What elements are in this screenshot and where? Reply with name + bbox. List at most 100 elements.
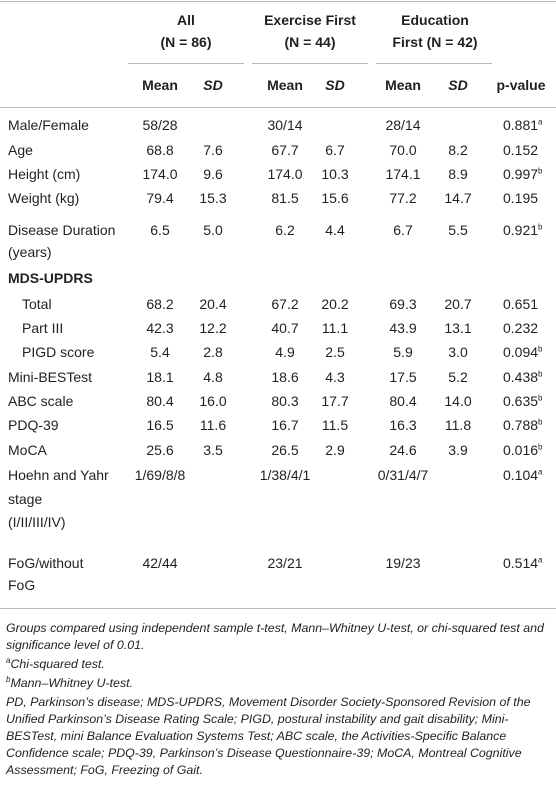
cell: 80.4 (389, 393, 417, 409)
cell: 3.0 (448, 344, 468, 360)
cell: 174.1 (385, 166, 421, 182)
footnote-text: Chi-squared test. (10, 657, 105, 671)
row-label: Male/Female (8, 117, 89, 133)
column-header: SD (203, 77, 223, 93)
cell: 6.7 (325, 142, 345, 158)
cell: 67.7 (271, 142, 299, 158)
row-label: Age (8, 142, 33, 158)
p-value: 0.921b (503, 222, 543, 238)
cell: 5.0 (203, 222, 223, 238)
footnote-text: Groups compared using independent sample… (6, 621, 544, 652)
cell: 11.1 (321, 320, 349, 336)
p-value: 0.094b (503, 344, 543, 360)
cell: 174.0 (267, 166, 303, 182)
cell: 20.4 (199, 296, 227, 312)
cell: 16.5 (146, 417, 174, 433)
cell: 2.8 (203, 344, 223, 360)
column-header: Mean (267, 77, 303, 93)
column-header: SD (448, 77, 468, 93)
cell: 68.8 (146, 142, 174, 158)
footnote-mark: a (538, 555, 543, 565)
cell: 5.2 (448, 369, 468, 385)
cell: 68.2 (146, 296, 174, 312)
cell: 25.6 (146, 442, 174, 458)
cell: 6.2 (275, 222, 295, 238)
rule (0, 608, 556, 609)
cell: 14.0 (444, 393, 472, 409)
cell: 80.3 (271, 393, 299, 409)
footnote-mark: b (538, 369, 543, 379)
cell: 15.3 (199, 190, 227, 206)
cell: 42.3 (146, 320, 174, 336)
cell: 10.3 (321, 166, 349, 182)
row-label: FoG/without (8, 555, 84, 571)
footnote-mark: b (538, 417, 543, 427)
column-header: Mean (385, 77, 421, 93)
cell: 13.1 (444, 320, 472, 336)
cell: 11.5 (321, 417, 349, 433)
cell: 81.5 (271, 190, 299, 206)
footnote-mark: b (538, 222, 543, 232)
cell: 18.6 (271, 369, 299, 385)
footnote: bMann–Whitney U-test. (6, 675, 550, 692)
cell: 2.9 (325, 442, 345, 458)
p-value: 0.881a (503, 117, 543, 133)
footnote: Groups compared using independent sample… (6, 620, 550, 654)
row-label: PIGD score (22, 344, 95, 360)
section-label: MDS-UPDRS (8, 270, 93, 286)
cell: 14.7 (444, 190, 472, 206)
group-header: (N = 44) (284, 34, 336, 50)
group-header: All (177, 12, 195, 28)
cell: 1/69/8/8 (134, 467, 186, 483)
cell: 23/21 (267, 555, 303, 571)
row-label: (years) (8, 244, 52, 260)
row-label: Disease Duration (8, 222, 116, 238)
cell: 9.6 (203, 166, 223, 182)
footnote-mark: a (538, 467, 543, 477)
footnote-text: Mann–Whitney U-test. (10, 676, 134, 690)
cell: 5.9 (393, 344, 413, 360)
footnote-mark: b (538, 166, 543, 176)
p-value: 0.104a (503, 467, 543, 483)
cell: 12.2 (199, 320, 227, 336)
cell: 77.2 (389, 190, 417, 206)
p-value: 0.651 (503, 296, 539, 312)
cell: 26.5 (271, 442, 299, 458)
row-label: (I/II/III/IV) (8, 514, 66, 530)
rule (0, 107, 556, 108)
cell: 6.5 (150, 222, 170, 238)
cell: 19/23 (385, 555, 421, 571)
cell: 20.7 (444, 296, 472, 312)
cell: 6.7 (393, 222, 413, 238)
row-label: PDQ-39 (8, 417, 59, 433)
footnote-mark: b (6, 674, 11, 684)
p-value: 0.635b (503, 393, 543, 409)
footnote-mark: b (538, 344, 543, 354)
footnote: PD, Parkinson’s disease; MDS-UPDRS, Move… (6, 694, 550, 779)
footnote-mark: a (6, 655, 11, 665)
row-label: Mini-BESTest (8, 369, 93, 385)
cell: 20.2 (321, 296, 349, 312)
cell: 79.4 (146, 190, 174, 206)
cell: 30/14 (267, 117, 303, 133)
footnotes: Groups compared using independent sample… (6, 620, 550, 781)
column-header: SD (325, 77, 345, 93)
cell: 17.7 (321, 393, 349, 409)
cell: 0/31/4/7 (377, 467, 429, 483)
cell: 4.4 (325, 222, 345, 238)
p-value: 0.788b (503, 417, 543, 433)
cell: 69.3 (389, 296, 417, 312)
cell: 4.3 (325, 369, 345, 385)
row-label: stage (8, 490, 43, 507)
cell: 40.7 (271, 320, 299, 336)
cell: 58/28 (142, 117, 178, 133)
group-header: First (N = 42) (392, 34, 478, 50)
column-header: p-value (496, 77, 546, 93)
cell: 11.6 (199, 417, 227, 433)
cell: 16.7 (271, 417, 299, 433)
cell: 5.5 (448, 222, 468, 238)
group-header: Education (401, 12, 469, 28)
cell: 4.8 (203, 369, 223, 385)
cell: 8.2 (448, 142, 468, 158)
